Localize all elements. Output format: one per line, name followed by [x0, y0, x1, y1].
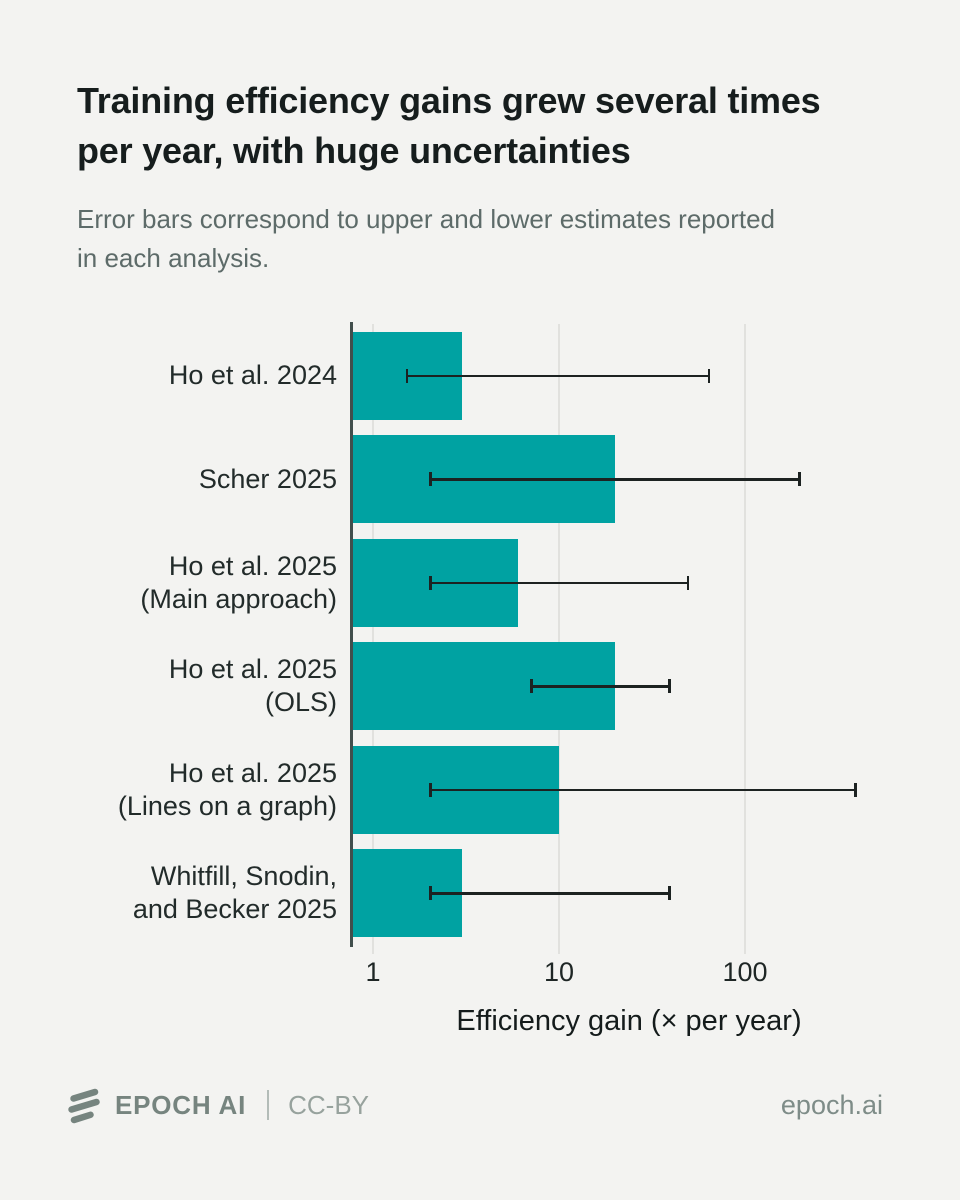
- error-bar-2: [429, 472, 801, 487]
- row-label-4: Ho et al. 2025 (OLS): [168, 654, 337, 718]
- footer-divider: [267, 1090, 270, 1120]
- row-label-6: Whitfill, Snodin, and Becker 2025: [132, 861, 337, 925]
- error-cap-high: [798, 472, 801, 487]
- page-subtitle: Error bars correspond to upper and lower…: [77, 204, 776, 273]
- row-label-5: Ho et al. 2025 (Lines on a graph): [117, 757, 337, 821]
- error-line: [405, 374, 711, 377]
- error-line: [429, 581, 690, 584]
- error-bar-1: [405, 368, 711, 383]
- error-bar-6: [429, 886, 671, 901]
- category-labels: Ho et al. 2024 Scher 2025 Ho et al. 2025 (M…: [40, 324, 337, 945]
- row-label-3: Ho et al. 2025 (Main approach): [140, 550, 337, 614]
- error-cap-high: [854, 782, 857, 797]
- error-cap-high: [668, 886, 671, 901]
- gridline-x-1: [372, 324, 375, 954]
- error-cap-low: [429, 886, 432, 901]
- y-axis-line: [350, 322, 353, 947]
- efficiency-gains-bar-chart: Ho et al. 2024 Scher 2025 Ho et al. 2025 (M…: [40, 322, 905, 1037]
- error-bar-4: [530, 679, 671, 694]
- error-line: [429, 788, 857, 791]
- error-line: [530, 685, 671, 688]
- x-tick-label: 100: [722, 957, 768, 987]
- gridline-x-100: [744, 324, 746, 954]
- x-tick-label: 1: [365, 957, 381, 987]
- row-label-1: Ho et al. 2024: [168, 360, 337, 391]
- error-bar-3: [429, 575, 690, 590]
- license-label: CC-BY: [288, 1089, 370, 1120]
- plot-area: [350, 322, 905, 954]
- error-cap-low: [405, 368, 409, 383]
- error-bar-5: [429, 782, 857, 797]
- error-cap-low: [530, 679, 533, 694]
- error-cap-low: [429, 782, 432, 797]
- error-cap-low: [429, 472, 432, 487]
- error-cap-high: [668, 679, 671, 694]
- error-line: [429, 892, 671, 895]
- error-cap-low: [429, 575, 432, 590]
- page-title: Training efficiency gains grew several t…: [77, 80, 821, 171]
- x-tick-label: 10: [544, 957, 575, 987]
- error-cap-high: [686, 575, 690, 590]
- epoch-logo-icon: [68, 1088, 100, 1124]
- row-label-2: Scher 2025: [198, 463, 337, 494]
- footer: EPOCH AI CC-BY epoch.ai: [66, 1085, 883, 1125]
- site-url: epoch.ai: [780, 1089, 883, 1120]
- brand-name: EPOCH AI: [115, 1089, 247, 1120]
- error-line: [429, 478, 801, 481]
- gridline-x-10: [558, 324, 561, 954]
- x-axis-title: Efficiency gain (× per year): [456, 1005, 802, 1037]
- error-cap-high: [707, 368, 711, 383]
